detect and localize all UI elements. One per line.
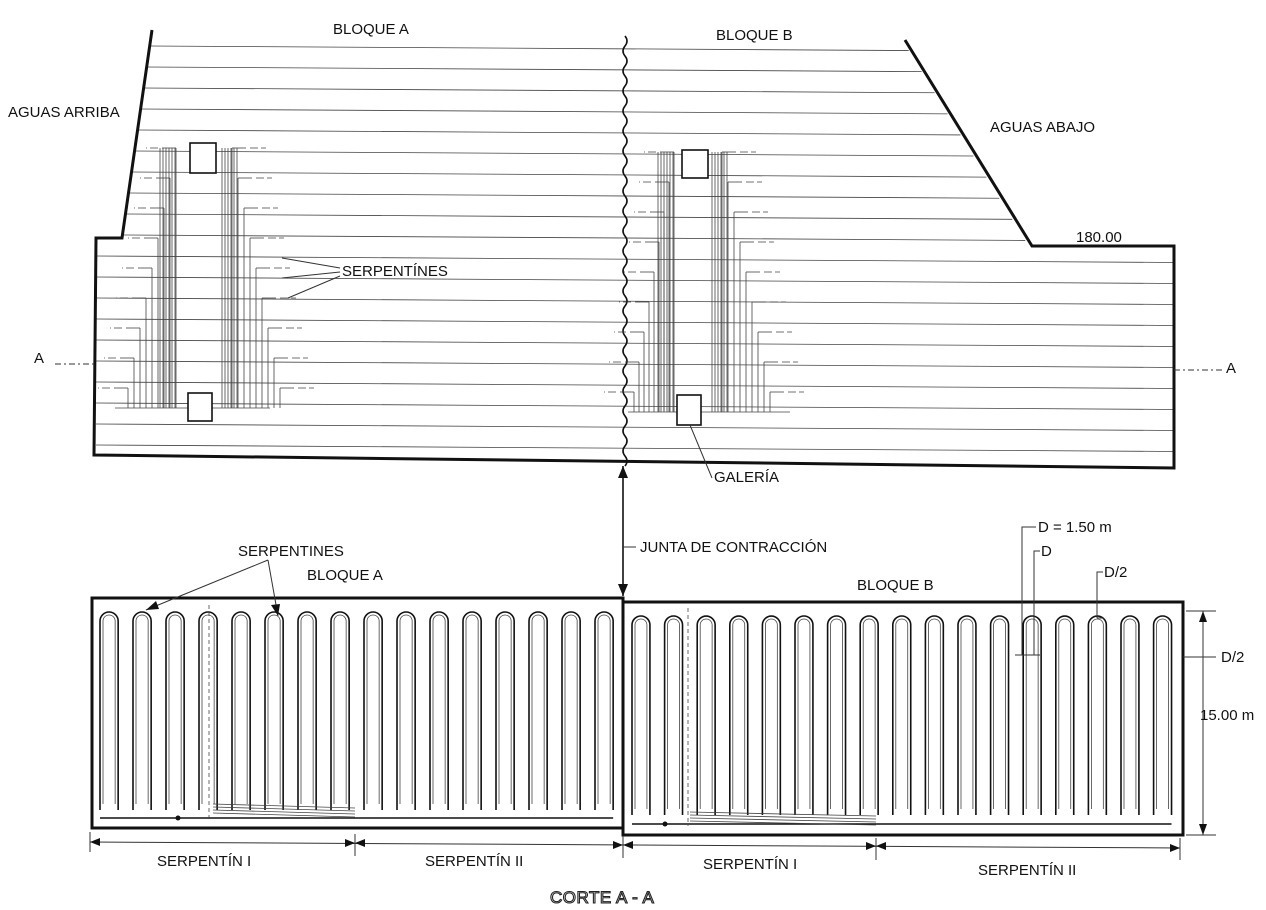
contraction-joint-label: JUNTA DE CONTRACCIÓN bbox=[640, 539, 827, 556]
lift-line bbox=[150, 46, 909, 51]
section-right-label: A bbox=[1226, 360, 1236, 377]
plan-block-a-outline bbox=[92, 598, 623, 828]
dim-d-short-label: D bbox=[1041, 543, 1052, 560]
lift-line bbox=[96, 445, 1174, 451]
section-left-label: A bbox=[34, 350, 44, 367]
lift-line bbox=[144, 88, 935, 93]
coils-top-label: SERPENTÍNES bbox=[342, 263, 448, 280]
coil-pipe-groups bbox=[98, 148, 804, 412]
dim-half-right-label: D/2 bbox=[1221, 649, 1244, 666]
lift-line bbox=[141, 109, 948, 114]
block-b-top-label: BLOQUE B bbox=[716, 27, 793, 44]
coil-plan-arrows bbox=[146, 560, 280, 616]
elevation-view: BLOQUE A BLOQUE B AGUAS ARRIBA AGUAS ABA… bbox=[8, 21, 1236, 486]
dim-half-top-label: D/2 bbox=[1104, 564, 1127, 581]
gallery-box-b bbox=[677, 395, 701, 425]
lift-line bbox=[96, 277, 1174, 283]
lift-line bbox=[96, 403, 1174, 409]
coil-2-a-label: SERPENTÍN II bbox=[425, 853, 523, 870]
gallery-box-a bbox=[188, 393, 212, 421]
serpentine-inner-path bbox=[103, 615, 610, 804]
plan-view: SERPENTINES BLOQUE A BLOQUE B D = 1.50 m… bbox=[90, 519, 1254, 907]
lift-line bbox=[125, 214, 1012, 219]
dim-height-label: 15.00 m bbox=[1200, 707, 1254, 724]
block-a-plan-label: BLOQUE A bbox=[307, 567, 383, 584]
elevation-label: 180.00 bbox=[1076, 229, 1122, 246]
lift-line bbox=[135, 151, 974, 156]
upstream-label: AGUAS ARRIBA bbox=[8, 104, 120, 121]
lift-line bbox=[96, 340, 1174, 346]
contraction-joint-line bbox=[623, 36, 627, 466]
serpentine-loop-path bbox=[632, 616, 1172, 815]
lift-line bbox=[132, 172, 987, 177]
lift-line bbox=[96, 256, 1174, 262]
lift-line bbox=[96, 382, 1174, 388]
coil-2-b-label: SERPENTÍN II bbox=[978, 862, 1076, 879]
coils-plan-label: SERPENTINES bbox=[238, 543, 344, 560]
pipe-end-dot bbox=[663, 822, 668, 827]
pipe-end-dot bbox=[176, 816, 181, 821]
lift-line bbox=[147, 67, 922, 72]
block-a-top-label: BLOQUE A bbox=[333, 21, 409, 38]
block-b-plan-label: BLOQUE B bbox=[857, 577, 934, 594]
dim-d-label: D = 1.50 m bbox=[1038, 519, 1112, 536]
shaft-box-b bbox=[682, 150, 708, 178]
serpentine-loops bbox=[100, 612, 1172, 827]
coil-1-b-label: SERPENTÍN I bbox=[703, 856, 797, 873]
shaft-box-a bbox=[190, 143, 216, 173]
lift-line bbox=[128, 193, 999, 198]
lift-line bbox=[96, 298, 1174, 304]
gallery-leader bbox=[690, 425, 712, 478]
lift-line bbox=[96, 424, 1174, 430]
serpentine-loop-path bbox=[100, 612, 613, 810]
gallery-label: GALERÍA bbox=[714, 469, 779, 486]
coil-1-a-label: SERPENTÍN I bbox=[157, 853, 251, 870]
downstream-label: AGUAS ABAJO bbox=[990, 119, 1095, 136]
plan-block-b-outline bbox=[623, 602, 1183, 835]
lift-line bbox=[96, 319, 1174, 325]
lift-line bbox=[138, 130, 961, 135]
concrete-lift-lines bbox=[96, 46, 1174, 451]
caption-label: CORTE A - A bbox=[550, 888, 655, 907]
